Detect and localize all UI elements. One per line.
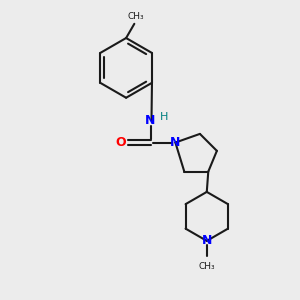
Text: CH₃: CH₃ bbox=[199, 262, 215, 271]
Text: N: N bbox=[170, 136, 181, 149]
Text: CH₃: CH₃ bbox=[128, 12, 144, 21]
Text: H: H bbox=[160, 112, 168, 122]
Text: N: N bbox=[202, 234, 212, 248]
Text: O: O bbox=[116, 136, 126, 149]
Text: N: N bbox=[145, 114, 155, 127]
